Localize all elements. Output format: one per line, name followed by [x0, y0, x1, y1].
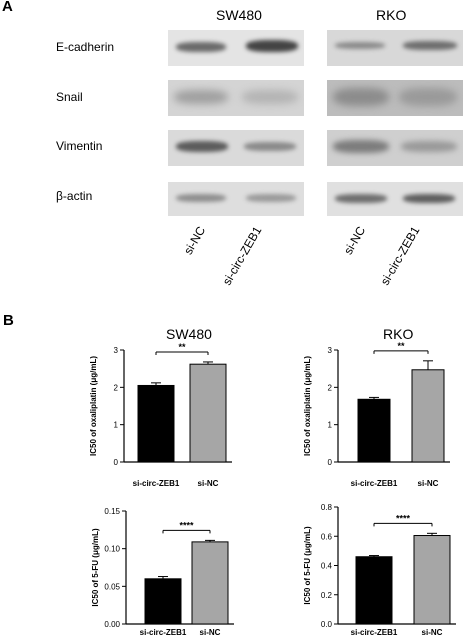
panel-b-letter: B: [3, 312, 14, 329]
y-axis-label: IC50 of oxaliplatin (μg/mL): [89, 356, 98, 456]
y-tick-label: 0.05: [104, 582, 120, 591]
bar: [144, 578, 182, 625]
protein-label-snail: Snail: [56, 90, 83, 104]
category-label: si-NC: [200, 628, 221, 637]
cell-line-rko: RKO: [376, 7, 407, 23]
category-label: si-NC: [418, 479, 439, 488]
bar: [137, 384, 175, 463]
significance-label: ****: [179, 520, 194, 530]
y-tick-label: 0: [114, 458, 119, 467]
category-label: si-circ-ZEB1: [351, 628, 398, 637]
y-tick-label: 0.6: [321, 532, 333, 541]
chart-5fu-rko: 0.0 0.2 0.4 0.6 0.8 IC50 of 5-FU (μg/mL) si-ci…: [303, 503, 456, 637]
bar: [189, 363, 227, 463]
bar: [191, 541, 229, 625]
cell-line-sw480: SW480: [216, 7, 262, 23]
category-label: si-circ-ZEB1: [133, 479, 180, 488]
y-axis-label: IC50 of oxaliplatin (μg/mL): [303, 356, 312, 456]
y-tick-label: 0.00: [104, 620, 120, 629]
blot-e-cadherin-rko: [327, 30, 463, 66]
chart-5fu-sw480: 0.00 0.05 0.10 0.15 IC50 of 5-FU (μg/mL) si-c…: [91, 507, 234, 637]
bar: [355, 556, 393, 625]
category-label: si-circ-ZEB1: [140, 628, 187, 637]
y-tick-label: 1: [328, 421, 333, 430]
blot-snail-rko: [327, 80, 463, 116]
protein-label-beta-actin: β-actin: [56, 189, 93, 203]
category-label: si-circ-ZEB1: [351, 479, 398, 488]
significance-label: **: [178, 342, 186, 352]
blot-snail-sw480: [168, 80, 304, 116]
panel-a-letter: A: [2, 0, 13, 15]
y-tick-label: 0.10: [104, 545, 120, 554]
y-tick-label: 0: [328, 458, 333, 467]
y-tick-label: 0.0: [321, 620, 333, 629]
y-tick-label: 0.15: [104, 507, 120, 516]
col-title-sw480: SW480: [166, 326, 212, 342]
chart-oxaliplatin-sw480: 0 1 2 3 IC50 of oxaliplatin (μg/mL) si-circ-Z…: [89, 342, 232, 488]
y-tick-label: 0.4: [321, 562, 333, 571]
blot-beta-actin-rko: [327, 182, 463, 216]
y-tick-label: 3: [114, 346, 119, 355]
protein-label-e-cadherin: E-cadherin: [56, 40, 115, 54]
y-tick-label: 2: [328, 383, 333, 392]
y-tick-label: 0.2: [321, 591, 333, 600]
blot-e-cadherin-sw480: [168, 30, 304, 66]
blot-beta-actin-sw480: [168, 182, 304, 216]
bar: [357, 398, 391, 463]
y-tick-label: 2: [114, 383, 119, 392]
y-tick-label: 3: [328, 346, 333, 355]
y-tick-label: 0.8: [321, 503, 333, 512]
blot-vimentin-sw480: [168, 130, 304, 166]
y-axis-label: IC50 of 5-FU (μg/mL): [91, 528, 100, 607]
y-axis-label: IC50 of 5-FU (μg/mL): [303, 526, 312, 605]
bar: [411, 369, 445, 463]
protein-label-vimentin: Vimentin: [56, 139, 103, 153]
chart-oxaliplatin-rko: 0 1 2 3 IC50 of oxaliplatin (μg/mL) si-circ-Z…: [303, 341, 450, 488]
y-tick-label: 1: [114, 421, 119, 430]
significance-label: ****: [396, 513, 411, 523]
bar: [413, 535, 451, 625]
category-label: si-NC: [198, 479, 219, 488]
significance-label: **: [397, 341, 405, 351]
category-label: si-NC: [422, 628, 443, 637]
blot-vimentin-rko: [327, 130, 463, 166]
col-title-rko: RKO: [383, 326, 414, 342]
